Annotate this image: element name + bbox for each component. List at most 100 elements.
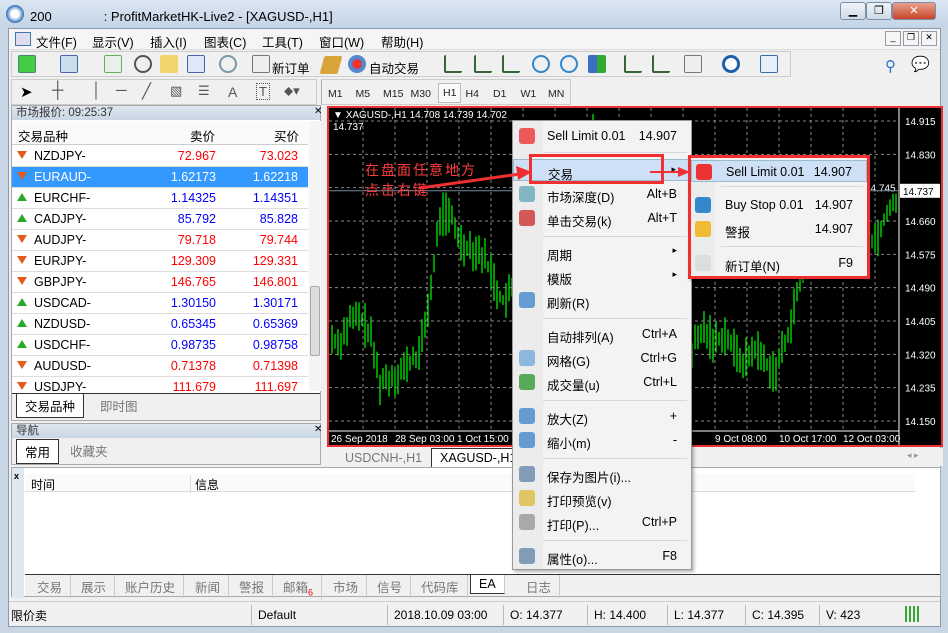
submenu-item[interactable]: 警报 14.907 — [691, 218, 867, 240]
context-menu-item[interactable]: Sell Limit 0.01 14.907 — [513, 125, 691, 147]
chart-shift-icon[interactable] — [652, 55, 670, 73]
scrollbar[interactable] — [309, 121, 321, 391]
equidistant-channel-icon[interactable]: ▧ — [170, 83, 183, 98]
timeframe-m1[interactable]: M1 — [328, 88, 343, 100]
terminal-tab[interactable]: 账户历史 — [117, 575, 185, 598]
terminal-tab[interactable]: 日志 — [518, 575, 561, 598]
market-row[interactable]: NZDJPY- 72.967 73.023 — [12, 146, 308, 167]
timeframe-m5[interactable]: M5 — [355, 88, 371, 100]
trendline-icon[interactable]: ╱ — [142, 83, 152, 100]
restore-button[interactable]: ❐ — [866, 2, 892, 20]
market-row[interactable]: AUDJPY- 79.718 79.744 — [12, 230, 308, 251]
close-button[interactable]: ✕ — [892, 2, 936, 20]
market-row[interactable]: GBPJPY- 146.765 146.801 — [12, 272, 308, 293]
horizontal-line-icon[interactable]: ─ — [116, 82, 127, 99]
timeframe-d1[interactable]: D1 — [493, 88, 507, 100]
context-menu-item[interactable]: 刷新(R) — [513, 289, 691, 311]
timeframe-mn[interactable]: MN — [548, 88, 565, 100]
menu-insert[interactable]: 插入(I) — [150, 36, 187, 50]
text-icon[interactable]: A — [228, 84, 238, 100]
close-icon[interactable]: ✕ — [314, 106, 323, 117]
minimize-button[interactable]: ▁ — [840, 2, 866, 20]
context-menu-item[interactable]: 属性(o)... F8 — [513, 545, 691, 567]
new-order-icon[interactable] — [252, 55, 270, 73]
mdi-close-button[interactable]: ✕ — [921, 31, 937, 46]
zoom-out-icon[interactable] — [560, 55, 578, 73]
col-info[interactable]: 信息 — [190, 476, 219, 493]
market-row[interactable]: AUDUSD- 0.71378 0.71398 — [12, 356, 308, 377]
submenu-item[interactable]: Buy Stop 0.01 14.907 — [691, 194, 867, 216]
timeframe-m30[interactable]: M30 — [410, 88, 431, 100]
context-menu-item[interactable]: 自动排列(A) Ctrl+A — [513, 323, 691, 345]
col-symbol[interactable]: 交易品种 — [18, 130, 69, 144]
market-watch-icon[interactable] — [104, 55, 122, 73]
auto-scroll-icon[interactable] — [624, 55, 642, 73]
metaeditor-icon[interactable] — [319, 56, 343, 74]
close-icon[interactable]: ✕ — [314, 424, 323, 435]
tab-symbols[interactable]: 交易品种 — [16, 394, 85, 418]
context-menu-item[interactable]: 打印(P)... Ctrl+P — [513, 511, 691, 533]
mdi-restore-button[interactable]: ❐ — [903, 31, 919, 46]
market-row[interactable]: USDCAD- 1.30150 1.30171 — [12, 293, 308, 314]
terminal-tab[interactable]: 展示 — [73, 575, 116, 598]
strategy-tester-icon[interactable] — [219, 55, 237, 73]
context-menu-item[interactable]: 市场深度(D) Alt+B — [513, 183, 691, 205]
tile-windows-icon[interactable] — [588, 55, 606, 73]
market-row[interactable]: EURJPY- 129.309 129.331 — [12, 251, 308, 272]
candlestick-icon[interactable] — [474, 55, 492, 73]
search-icon[interactable]: ⚲ — [885, 58, 896, 75]
context-menu-item[interactable]: 成交量(u) Ctrl+L — [513, 371, 691, 393]
terminal-tab[interactable]: 市场 — [325, 575, 368, 598]
timeframe-h1[interactable]: H1 — [438, 83, 462, 103]
terminal-tab[interactable]: EA — [470, 575, 505, 594]
market-row[interactable]: USDCHF- 0.98735 0.98758 — [12, 335, 308, 356]
col-ask[interactable]: 买价 — [274, 130, 300, 144]
templates-icon[interactable] — [760, 55, 778, 73]
zoom-in-icon[interactable] — [532, 55, 550, 73]
menu-file[interactable]: 文件(F) — [36, 36, 77, 50]
market-row[interactable]: CADJPY- 85.792 85.828 — [12, 209, 308, 230]
cursor-icon[interactable]: ➤ — [20, 84, 33, 101]
context-menu-item[interactable]: 放大(Z) + — [513, 405, 691, 427]
col-time[interactable]: 时间 — [31, 478, 56, 492]
tab-common[interactable]: 常用 — [16, 439, 60, 464]
vertical-line-icon[interactable]: │ — [92, 82, 102, 99]
market-row[interactable]: EURAUD- 1.62173 1.62218 — [12, 167, 308, 188]
auto-trading-icon[interactable] — [348, 55, 366, 73]
tab-favorites[interactable]: 收藏夹 — [70, 445, 108, 459]
scrollbar-thumb[interactable] — [310, 286, 320, 356]
menu-view[interactable]: 显示(V) — [92, 36, 134, 50]
context-menu-item[interactable]: 网格(G) Ctrl+G — [513, 347, 691, 369]
terminal-tab[interactable]: 警报 — [231, 575, 274, 598]
mdi-minimize-button[interactable]: _ — [885, 31, 901, 46]
terminal-tab[interactable]: 邮箱6 — [275, 575, 323, 600]
chat-icon[interactable]: 💬 — [911, 56, 930, 73]
menu-tools[interactable]: 工具(T) — [262, 36, 303, 50]
context-menu-item[interactable]: 模版 ▸ — [513, 265, 691, 287]
terminal-tab[interactable]: 交易 — [29, 575, 72, 598]
profiles-icon[interactable] — [60, 55, 78, 73]
timeframe-h4[interactable]: H4 — [465, 88, 479, 100]
menu-help[interactable]: 帮助(H) — [381, 36, 424, 50]
tab-usdcnh[interactable]: USDCNH-,H1 — [345, 451, 423, 465]
tab-xagusd[interactable]: XAGUSD-,H1 — [431, 448, 526, 468]
auto-trading-button[interactable]: 自动交易 — [369, 62, 420, 76]
bar-chart-icon[interactable] — [444, 55, 462, 73]
terminal-tab[interactable]: 代码库 — [413, 575, 468, 598]
context-menu-item[interactable]: 周期 ▸ — [513, 241, 691, 263]
text-label-icon[interactable]: T — [256, 83, 270, 100]
context-menu-item[interactable]: 保存为图片(i)... — [513, 463, 691, 485]
terminal-tab[interactable]: 信号 — [369, 575, 412, 598]
terminal-icon[interactable] — [187, 55, 205, 73]
new-chart-icon[interactable] — [18, 55, 36, 73]
context-menu-item[interactable]: 单击交易(k) Alt+T — [513, 207, 691, 229]
navigator-icon[interactable] — [160, 55, 178, 73]
col-bid[interactable]: 卖价 — [190, 130, 216, 144]
tab-tick-chart[interactable]: 即时图 — [100, 400, 138, 414]
market-row[interactable]: NZDUSD- 0.65345 0.65369 — [12, 314, 308, 335]
menu-charts[interactable]: 图表(C) — [204, 36, 247, 50]
market-row[interactable]: EURCHF- 1.14325 1.14351 — [12, 188, 308, 209]
timeframe-m15[interactable]: M15 — [383, 88, 404, 100]
terminal-tab[interactable]: 新闻 — [187, 575, 230, 598]
indicators-icon[interactable] — [684, 55, 702, 73]
